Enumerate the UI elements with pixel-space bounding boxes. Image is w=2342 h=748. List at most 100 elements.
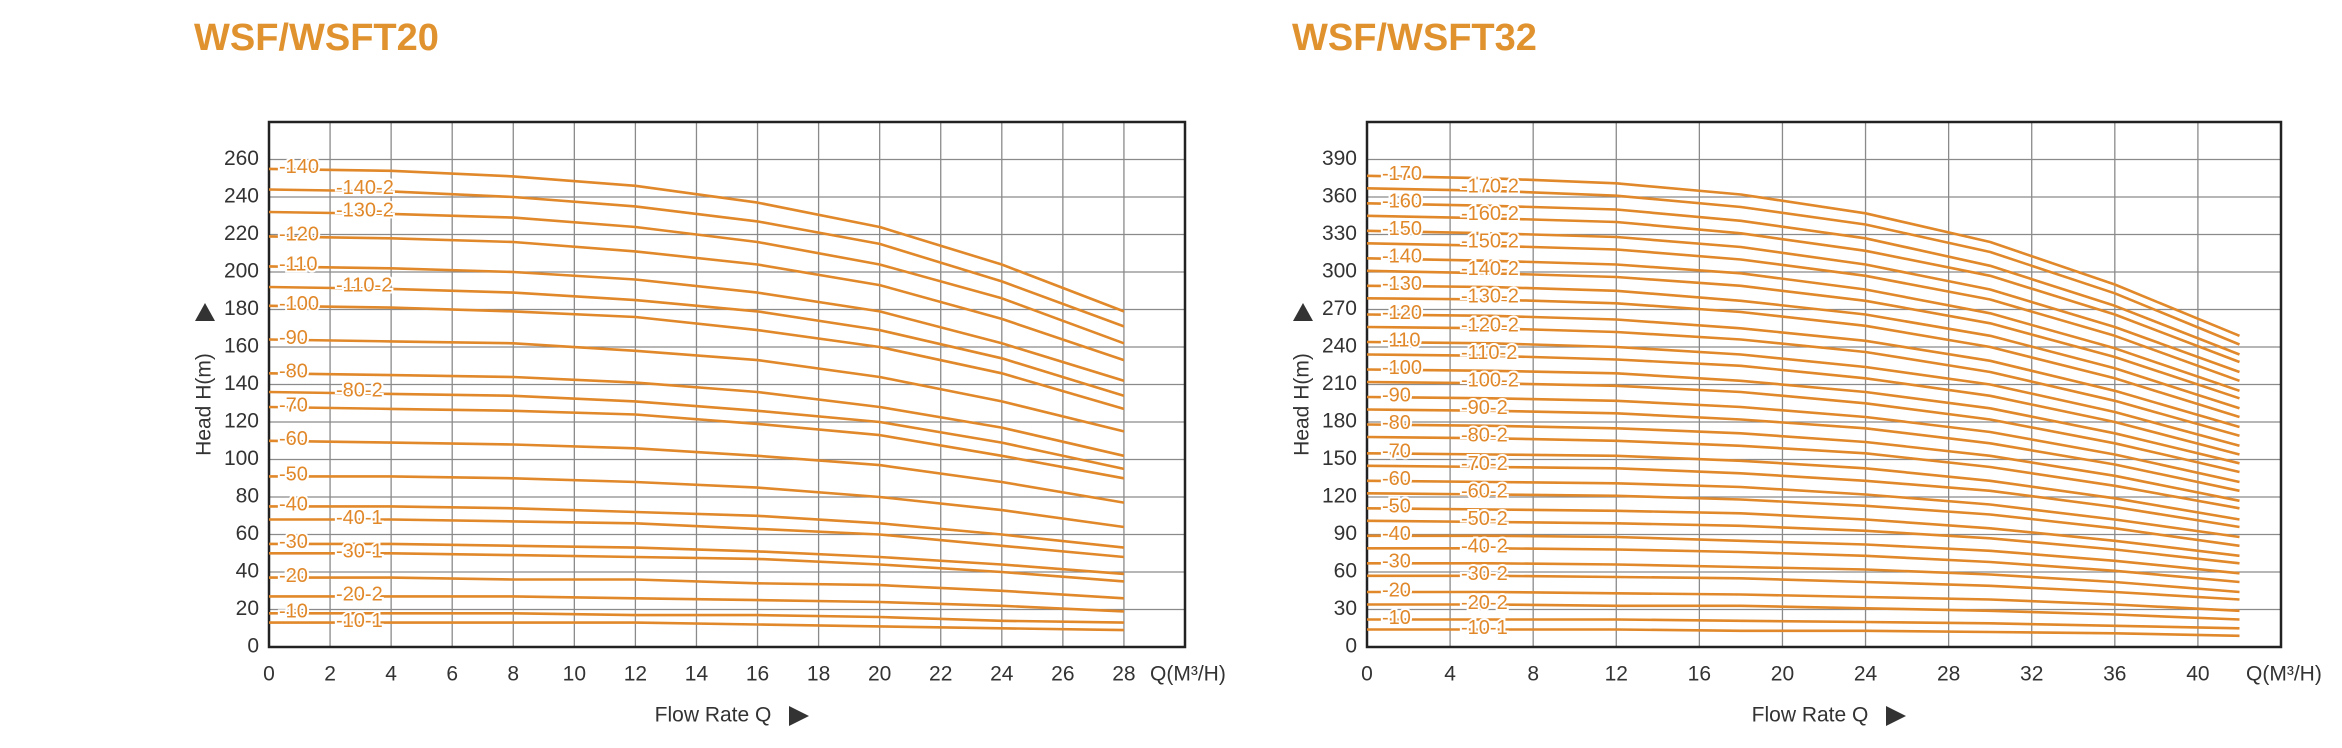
curve-label: -150-2 [1461, 231, 1519, 253]
curve-label: -130-2 [1461, 286, 1519, 308]
curve-label: -120-2 [1461, 314, 1519, 336]
curve-label: -10 [279, 601, 308, 623]
curve-label: -110 [279, 254, 318, 276]
chart-title: WSF/WSFT32 [1292, 17, 1537, 59]
y-tick-label: 0 [1345, 635, 1357, 658]
curve-label: -110 [1382, 329, 1421, 351]
curve [1366, 284, 2240, 410]
curve [268, 188, 1125, 328]
curve [1366, 257, 2240, 393]
x-axis-label: Flow Rate Q [1752, 704, 1869, 727]
curve-label: -140-2 [336, 177, 394, 199]
curve-label: -30-1 [336, 541, 383, 563]
y-tick-label: 180 [224, 297, 259, 320]
curve-label: -20-2 [336, 584, 383, 606]
curve [268, 439, 1125, 504]
curve-label: -80 [279, 361, 308, 383]
x-tick-label: 26 [1051, 663, 1074, 686]
curve-label: -110-2 [1461, 342, 1517, 364]
curve [1366, 174, 2240, 338]
curve-label: -10 [1382, 607, 1411, 629]
x-unit-label: Q(M³/H) [2246, 663, 2322, 686]
curve [269, 505, 1125, 549]
curve [1366, 187, 2240, 346]
curve-label: -40 [1382, 523, 1411, 545]
x-tick-label: 32 [2020, 663, 2043, 686]
x-tick-label: 4 [385, 663, 397, 686]
curve [269, 621, 1124, 632]
curve-label: -90 [1382, 384, 1411, 406]
curve [1366, 325, 2240, 438]
curve [1366, 340, 2240, 448]
curve [268, 372, 1125, 458]
curve-label: -80-2 [1461, 424, 1508, 446]
curve-label: -10-1 [1461, 617, 1508, 639]
x-tick-label: 20 [1771, 663, 1794, 686]
y-tick-label: 360 [1322, 185, 1357, 208]
curve-label: -60-2 [1461, 481, 1508, 503]
x-tick-label: 14 [685, 663, 709, 686]
y-tick-label: 220 [224, 222, 259, 245]
x-tick-label: 8 [1527, 663, 1539, 686]
curve-label: -100 [279, 293, 319, 315]
curve-label: -20 [1382, 579, 1411, 601]
curve [1366, 297, 2240, 419]
y-tick-label: 140 [224, 372, 259, 395]
y-axis-label: Head H(m) [1291, 353, 1314, 456]
curve [1366, 452, 2240, 521]
y-tick-label: 240 [224, 185, 259, 208]
chart: WSF/WSFT20020406080100120140160180200220… [193, 17, 1226, 727]
curve [268, 265, 1125, 383]
curve [268, 338, 1125, 433]
x-tick-label: 28 [1112, 663, 1135, 686]
chart-title: WSF/WSFT20 [194, 17, 439, 59]
x-tick-label: 28 [1937, 663, 1960, 686]
curve-label: -40-2 [1461, 536, 1508, 558]
curve [1366, 507, 2240, 558]
y-tick-label: 330 [1322, 222, 1357, 245]
y-tick-label: 60 [1334, 560, 1357, 583]
y-tick-label: 200 [224, 260, 259, 283]
x-axis-label: Flow Rate Q [655, 704, 772, 727]
y-tick-label: 20 [236, 597, 259, 620]
curve-label: -70-2 [1461, 453, 1508, 475]
x-tick-label: 4 [1444, 663, 1456, 686]
y-tick-label: 30 [1334, 597, 1357, 620]
curve-label: -50 [1382, 496, 1411, 518]
y-axis-label: Head H(m) [193, 353, 216, 456]
y-tick-label: 160 [224, 335, 259, 358]
plot-frame [1365, 120, 2283, 649]
curve-label: -140 [279, 156, 319, 178]
curve [1366, 202, 2240, 356]
curve [1367, 603, 2240, 621]
curve [268, 167, 1125, 313]
y-tick-label: 100 [224, 447, 259, 470]
y-tick-label: 210 [1322, 372, 1357, 395]
curve [1366, 368, 2240, 465]
x-tick-label: 24 [1854, 663, 1878, 686]
x-tick-label: 0 [1361, 663, 1373, 686]
curve [268, 405, 1125, 480]
curve-label: -80 [1382, 412, 1411, 434]
x-tick-label: 0 [263, 663, 275, 686]
curve [1367, 628, 2240, 638]
curve-label: -170-2 [1461, 176, 1519, 198]
curve-label: -170 [1382, 163, 1422, 185]
curve [1366, 269, 2240, 400]
y-tick-label: 40 [236, 560, 259, 583]
curve [1366, 313, 2240, 429]
curve [268, 390, 1125, 471]
x-tick-label: 20 [868, 663, 891, 686]
curve [1366, 423, 2240, 503]
x-tick-label: 16 [1688, 663, 1711, 686]
y-tick-label: 150 [1322, 447, 1357, 470]
y-tick-label: 120 [1322, 485, 1357, 508]
curve-label: -40-1 [336, 507, 383, 529]
curve [269, 552, 1124, 583]
curve [269, 542, 1124, 576]
x-tick-label: 24 [990, 663, 1014, 686]
curve [1366, 519, 2240, 565]
curve [1366, 395, 2240, 484]
curve [1366, 479, 2240, 539]
curve [1366, 435, 2240, 510]
